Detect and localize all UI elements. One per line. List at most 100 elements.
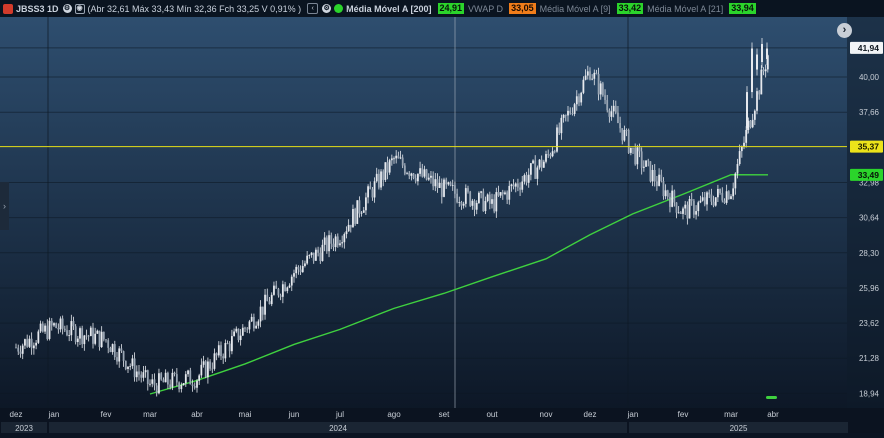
candle-body <box>39 323 42 332</box>
candle-body <box>360 212 363 214</box>
candle-body <box>332 243 335 248</box>
candle-body <box>627 130 630 153</box>
candle-body <box>323 237 326 245</box>
candle-body <box>417 173 419 182</box>
candle-body <box>397 155 400 159</box>
candle-body <box>669 196 671 207</box>
candle-body <box>525 175 528 183</box>
candle-body <box>480 191 482 193</box>
candle-body <box>189 370 192 385</box>
candle-body <box>365 197 367 211</box>
candle-body <box>540 159 543 168</box>
candle-body <box>164 372 167 383</box>
candle-body <box>510 184 513 186</box>
candle-body <box>390 158 393 161</box>
candle-body <box>48 320 51 339</box>
indicator-ma200-label[interactable]: Média Móvel A [200] <box>346 3 432 14</box>
indicator-vwap-value: 33,05 <box>509 3 536 14</box>
indicator-color-icon[interactable] <box>334 4 344 13</box>
side-panel-handle[interactable]: › <box>0 182 9 230</box>
candle-body <box>542 161 545 168</box>
candle-body <box>277 288 280 296</box>
candle-body <box>571 113 574 115</box>
candle-body <box>473 200 476 210</box>
candle-body <box>562 114 565 118</box>
candle-body <box>419 168 421 174</box>
candle-body <box>512 184 515 187</box>
candle-body <box>273 285 275 295</box>
price-tick-label: 21,28 <box>859 354 880 363</box>
candle-body <box>423 169 426 177</box>
candle-body <box>102 331 105 340</box>
candle-body <box>703 197 706 205</box>
month-label: abr <box>191 410 203 419</box>
candle-body <box>673 190 676 203</box>
candle-body <box>410 173 413 176</box>
candle-body <box>653 169 656 182</box>
indicator-ma21-label[interactable]: Média Móvel A [21] <box>647 3 724 14</box>
candle-body <box>469 191 472 206</box>
candle-body <box>231 336 233 352</box>
candle-body <box>178 382 180 390</box>
flag-icon <box>3 3 13 14</box>
candle-body <box>310 252 313 256</box>
candle-body <box>308 255 311 256</box>
visibility-icon[interactable]: ◉ <box>74 3 85 14</box>
candle-body <box>160 373 163 380</box>
candle-body <box>237 328 240 341</box>
candle-body <box>336 236 339 246</box>
candle-body <box>695 211 697 215</box>
ticker-label[interactable]: JBSS3 1D <box>16 3 59 14</box>
candle-body <box>454 185 456 194</box>
candle-body <box>193 386 196 388</box>
candle-body <box>599 83 602 95</box>
candle-body <box>138 371 140 375</box>
candle-body <box>679 212 682 214</box>
candle-body <box>621 128 624 141</box>
candle-body <box>222 356 225 359</box>
candle-body <box>578 96 580 103</box>
collapse-icon[interactable]: ‹ <box>307 3 319 14</box>
candle-body <box>367 186 369 198</box>
candle-body <box>642 166 645 168</box>
candle-body <box>647 160 650 162</box>
candle-body <box>575 96 578 105</box>
settings-icon[interactable]: ⚙ <box>62 4 72 13</box>
candle-body <box>658 174 660 186</box>
candle-body <box>462 203 465 206</box>
candle-body <box>191 384 194 387</box>
hline-price-label: 35,37 <box>858 142 880 152</box>
month-label: dez <box>584 410 597 419</box>
candle-body <box>96 330 99 334</box>
candle-body <box>547 154 550 155</box>
candle-body <box>284 284 286 292</box>
candle-body <box>723 200 726 203</box>
candle-body <box>382 171 385 180</box>
indicator-settings-icon[interactable]: ⚙ <box>322 4 332 13</box>
candle-body <box>712 201 715 206</box>
candle-body <box>330 235 333 244</box>
candle-body <box>244 327 246 329</box>
scroll-forward-button[interactable]: › <box>837 23 852 38</box>
candle-body <box>449 182 452 186</box>
candle-body <box>347 224 350 232</box>
candle-body <box>514 183 517 187</box>
price-axis-bg <box>847 17 884 408</box>
candle-body <box>339 243 341 246</box>
indicator-ma9-label[interactable]: Média Móvel A [9] <box>539 3 611 14</box>
candle-body <box>414 178 417 182</box>
candle-body <box>129 365 132 367</box>
candle-body <box>72 321 75 327</box>
candle-body <box>257 321 260 326</box>
candle-body <box>549 154 552 157</box>
candle-body <box>87 335 90 337</box>
candle-body <box>589 71 591 80</box>
candle-body <box>182 383 185 386</box>
candle-body <box>118 348 121 362</box>
candle-body <box>169 384 172 388</box>
candle-body <box>135 371 138 378</box>
indicator-vwap-label[interactable]: VWAP D <box>468 3 504 14</box>
candle-body <box>693 200 695 215</box>
